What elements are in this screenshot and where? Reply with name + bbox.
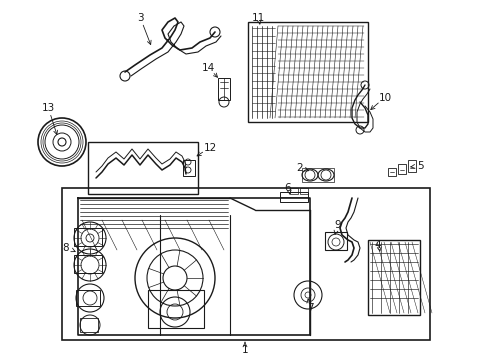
Bar	[183, 160, 195, 176]
Text: 5: 5	[416, 161, 423, 171]
Bar	[74, 228, 102, 246]
Text: 6: 6	[284, 183, 291, 193]
Bar	[299, 188, 307, 194]
Text: 13: 13	[41, 103, 55, 113]
Bar	[88, 142, 198, 194]
Text: 14: 14	[201, 63, 214, 73]
Bar	[74, 255, 102, 273]
Bar	[325, 232, 346, 250]
Bar	[289, 188, 297, 194]
Bar	[247, 22, 367, 122]
Bar	[218, 78, 229, 100]
Text: 4: 4	[374, 240, 381, 250]
Text: 11: 11	[251, 13, 264, 23]
Bar	[367, 240, 419, 315]
Bar	[387, 168, 395, 176]
Text: 1: 1	[241, 345, 248, 355]
Text: 8: 8	[62, 243, 69, 253]
Bar	[80, 318, 98, 332]
Bar	[407, 160, 415, 172]
Text: 9: 9	[334, 220, 341, 230]
Bar	[62, 188, 429, 340]
Bar	[148, 290, 203, 328]
Bar	[302, 168, 333, 182]
Text: 12: 12	[203, 143, 216, 153]
Text: 3: 3	[137, 13, 143, 23]
Text: 10: 10	[378, 93, 391, 103]
Bar	[280, 192, 307, 202]
Bar	[397, 164, 405, 174]
Text: 7: 7	[306, 303, 313, 313]
Bar	[76, 290, 100, 306]
Text: 2: 2	[296, 163, 303, 173]
